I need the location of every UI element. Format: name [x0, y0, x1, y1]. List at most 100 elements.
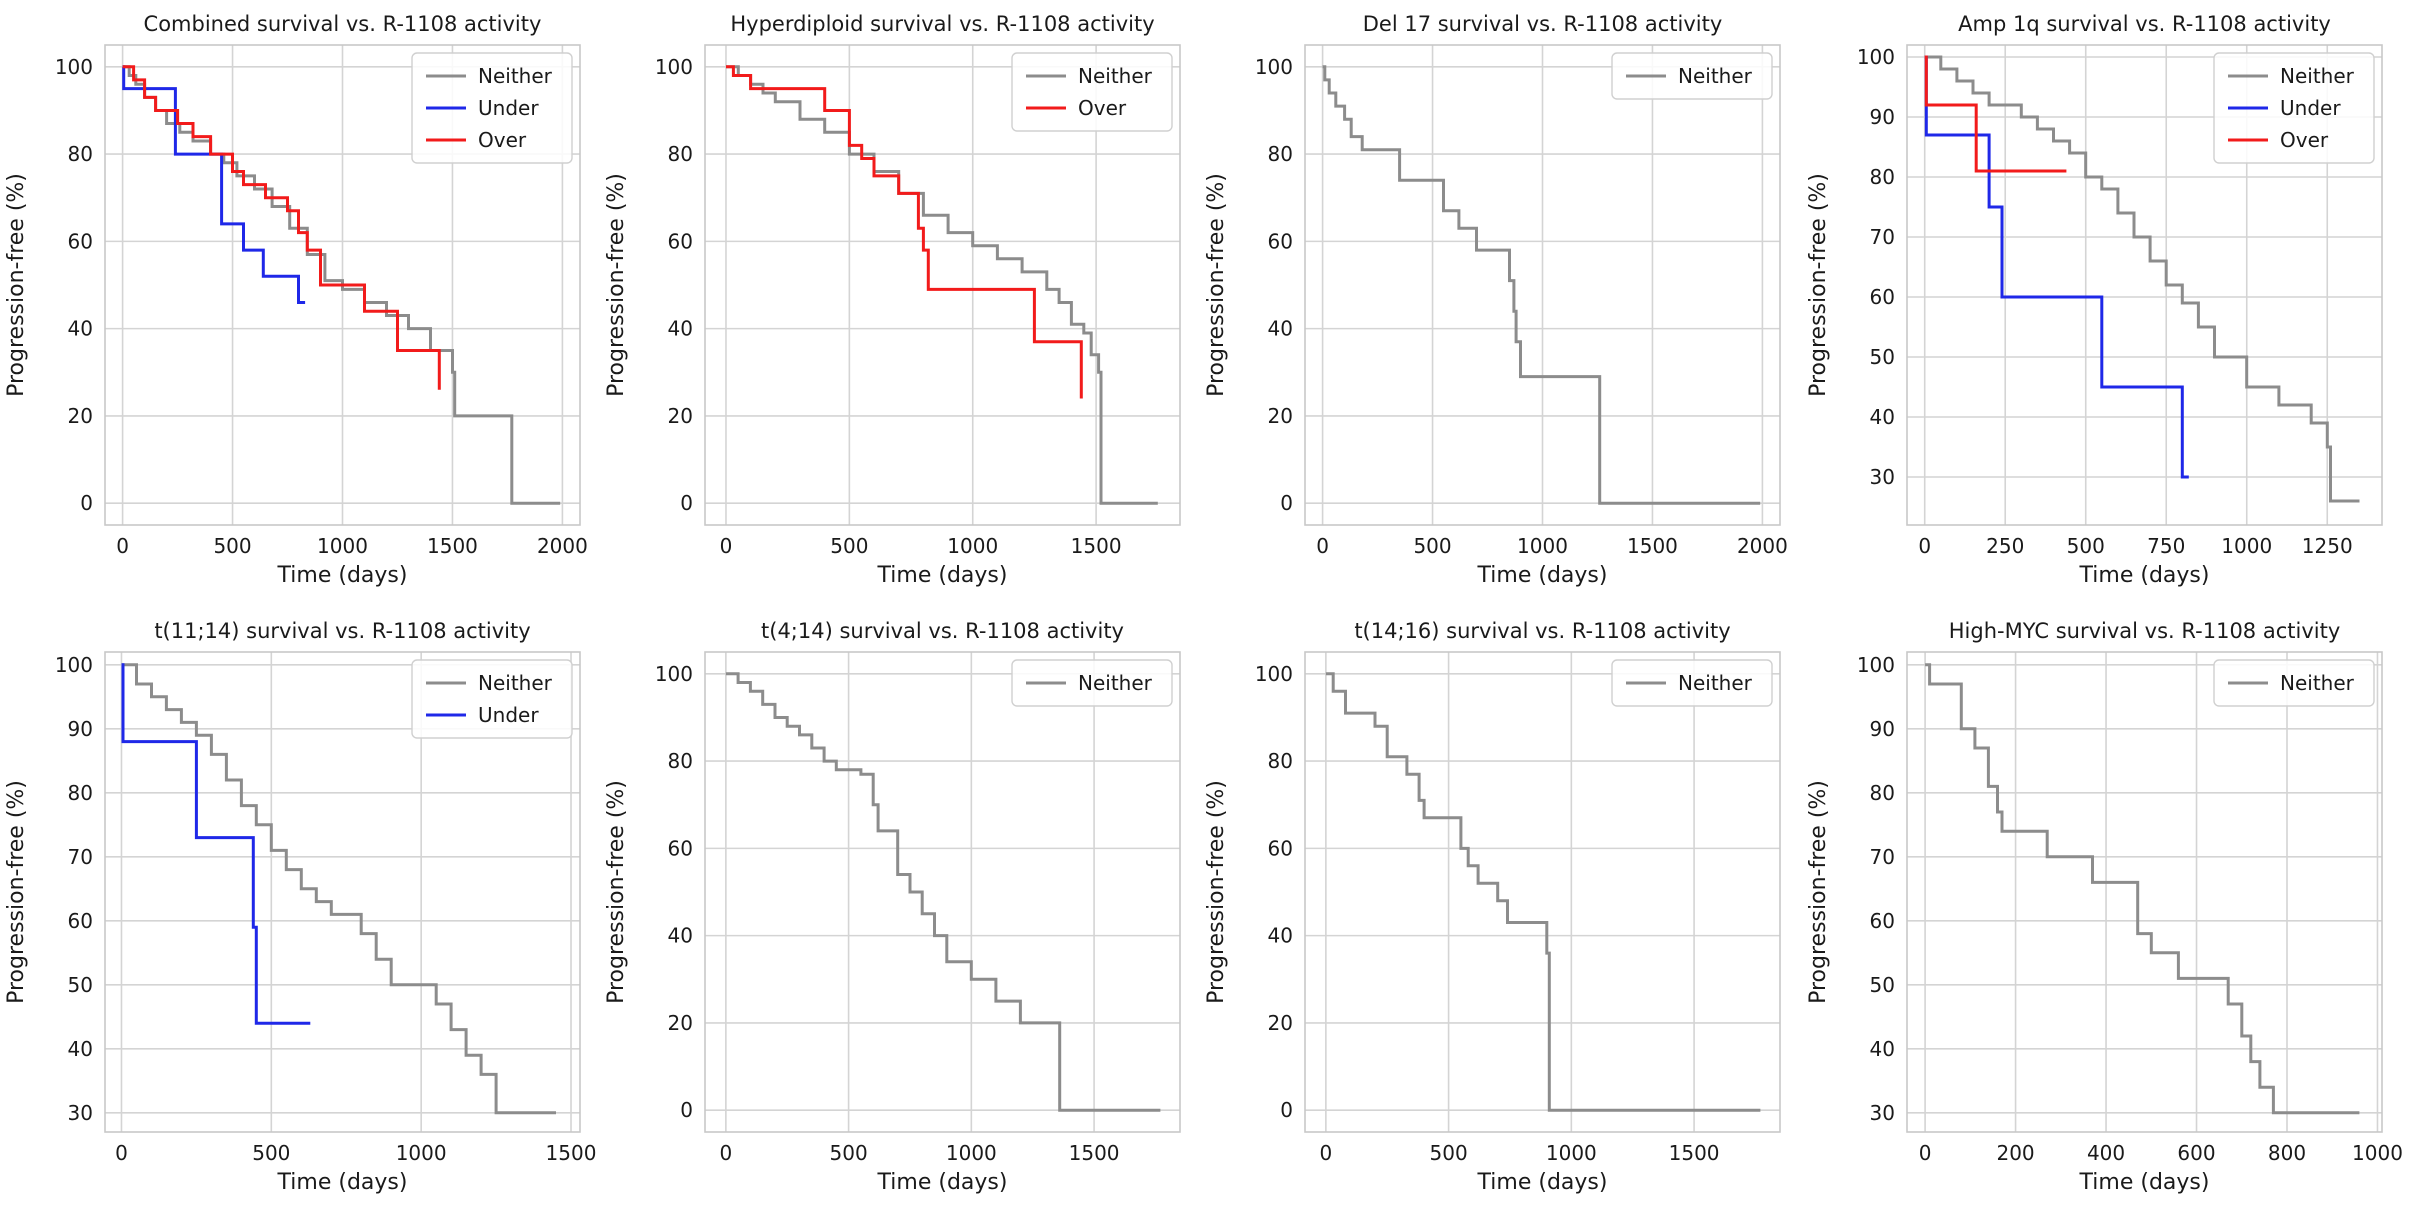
- plot-frame: [104, 44, 581, 526]
- y-axis-label: Progression-free (%): [1806, 780, 1831, 1004]
- legend-label-over: Over: [2280, 128, 2329, 152]
- y-tick-label: 50: [1870, 345, 1895, 369]
- legend-label-under: Under: [478, 703, 539, 727]
- legend-label-neither: Neither: [478, 671, 553, 695]
- y-tick-label: 20: [668, 1011, 693, 1035]
- y-tick-label: 20: [1268, 404, 1293, 428]
- chart-title: Combined survival vs. R-1108 activity: [144, 12, 542, 36]
- y-tick-label: 100: [55, 653, 93, 677]
- x-tick-label: 1250: [2302, 534, 2353, 558]
- series-line-neither: [1925, 663, 2360, 1115]
- legend-label-under: Under: [2280, 96, 2341, 120]
- x-tick-label: 1500: [1669, 1141, 1720, 1165]
- plot-frame: [1304, 44, 1781, 526]
- legend-label-neither: Neither: [1678, 64, 1753, 88]
- x-tick-label: 500: [830, 534, 868, 558]
- x-tick-label: 600: [2177, 1141, 2215, 1165]
- x-tick-label: 1500: [1071, 534, 1122, 558]
- x-tick-label: 1000: [947, 534, 998, 558]
- x-tick-label: 0: [115, 1141, 128, 1165]
- x-axis-label: Time (days): [277, 563, 408, 588]
- legend-label-neither: Neither: [478, 64, 553, 88]
- legend-label-neither: Neither: [2280, 671, 2355, 695]
- x-axis-label: Time (days): [277, 1170, 408, 1195]
- series-line-neither: [726, 65, 1158, 505]
- y-tick-label: 0: [680, 1098, 693, 1122]
- y-axis-label: Progression-free (%): [1204, 780, 1229, 1004]
- y-tick-label: 40: [68, 1037, 93, 1061]
- legend: Neither Under Over: [2213, 52, 2375, 164]
- y-tick-label: 80: [1870, 165, 1895, 189]
- legend-box: [1011, 659, 1173, 707]
- y-tick-label: 60: [68, 909, 93, 933]
- x-tick-label: 500: [213, 534, 251, 558]
- series-line-neither: [725, 672, 1161, 1112]
- x-tick-label: 0: [1918, 534, 1931, 558]
- x-tick-label: 0: [1319, 1141, 1332, 1165]
- legend-box: [411, 659, 573, 739]
- x-tick-label: 1000: [2221, 534, 2272, 558]
- chart-panel-1: 0 500 1000 1500 2000 0 20 40 60 80 100 Combined sur…: [4, 12, 588, 588]
- y-axis-label: Progression-free (%): [4, 173, 29, 397]
- legend-box: [2213, 52, 2375, 164]
- chart-panel-3: 0 500 1000 1500 2000 0 20 40 60 80 100 Del 17 survi…: [1204, 12, 1788, 588]
- y-tick-label: 20: [1268, 1011, 1293, 1035]
- y-tick-label: 100: [1857, 45, 1895, 69]
- chart-title: t(4;14) survival vs. R-1108 activity: [761, 619, 1124, 643]
- x-axis-label: Time (days): [2079, 563, 2210, 588]
- legend: Neither: [2213, 659, 2375, 707]
- x-tick-label: 1500: [1627, 534, 1678, 558]
- y-tick-label: 40: [68, 317, 93, 341]
- y-tick-label: 50: [68, 973, 93, 997]
- y-tick-label: 70: [68, 845, 93, 869]
- x-tick-label: 2000: [1737, 534, 1788, 558]
- y-tick-label: 60: [1268, 229, 1293, 253]
- x-tick-label: 1000: [317, 534, 368, 558]
- y-tick-label: 40: [668, 317, 693, 341]
- x-axis-label: Time (days): [1477, 563, 1608, 588]
- legend: Neither Under: [411, 659, 573, 739]
- legend: Neither Over: [1011, 52, 1173, 132]
- y-tick-label: 60: [68, 229, 93, 253]
- x-tick-label: 1000: [396, 1141, 447, 1165]
- y-tick-label: 80: [1268, 142, 1293, 166]
- x-tick-label: 1000: [1546, 1141, 1597, 1165]
- x-tick-label: 0: [116, 534, 129, 558]
- series-line-neither: [1322, 65, 1761, 505]
- y-tick-label: 40: [1268, 924, 1293, 948]
- chart-panel-8: 0 200 400 600 800 1000 30 40 50 60 70 80 90 100 High-M…: [1806, 619, 2403, 1195]
- chart-panel-7: 0 500 1000 1500 0 20 40 60 80 100 t(14;16) surviva…: [1204, 619, 1781, 1195]
- chart-panel-4: 0 250 500 750 1000 1250 30 40 50 60 70 80 90 100 Amp 1…: [1806, 12, 2383, 588]
- series-line-over: [726, 65, 1083, 399]
- series-line-under: [1924, 55, 2189, 479]
- series-line-over: [1924, 55, 2067, 173]
- y-tick-label: 20: [668, 404, 693, 428]
- x-tick-label: 1500: [427, 534, 478, 558]
- y-tick-label: 80: [68, 142, 93, 166]
- series-line-neither: [1325, 672, 1761, 1112]
- plot-frame: [104, 651, 581, 1133]
- y-tick-label: 100: [1255, 55, 1293, 79]
- y-axis-label: Progression-free (%): [1806, 173, 1831, 397]
- y-tick-label: 80: [1268, 749, 1293, 773]
- y-axis-label: Progression-free (%): [604, 173, 629, 397]
- plot-frame: [704, 44, 1181, 526]
- y-tick-label: 60: [1268, 836, 1293, 860]
- y-tick-label: 70: [1870, 845, 1895, 869]
- y-tick-label: 50: [1870, 973, 1895, 997]
- legend-label-neither: Neither: [1678, 671, 1753, 695]
- legend-label-neither: Neither: [2280, 64, 2355, 88]
- y-tick-label: 30: [68, 1101, 93, 1125]
- x-tick-label: 0: [719, 1141, 732, 1165]
- chart-title: Del 17 survival vs. R-1108 activity: [1363, 12, 1723, 36]
- chart-title: Hyperdiploid survival vs. R-1108 activit…: [730, 12, 1154, 36]
- plot-frame: [1906, 651, 2383, 1133]
- y-tick-label: 0: [80, 491, 93, 515]
- x-tick-label: 500: [1430, 1141, 1468, 1165]
- y-tick-label: 0: [1280, 1098, 1293, 1122]
- y-tick-label: 80: [668, 749, 693, 773]
- chart-title: Amp 1q survival vs. R-1108 activity: [1958, 12, 2331, 36]
- chart-panel-6: 0 500 1000 1500 0 20 40 60 80 100 t(4;14) survival…: [604, 619, 1181, 1195]
- y-tick-label: 90: [1870, 717, 1895, 741]
